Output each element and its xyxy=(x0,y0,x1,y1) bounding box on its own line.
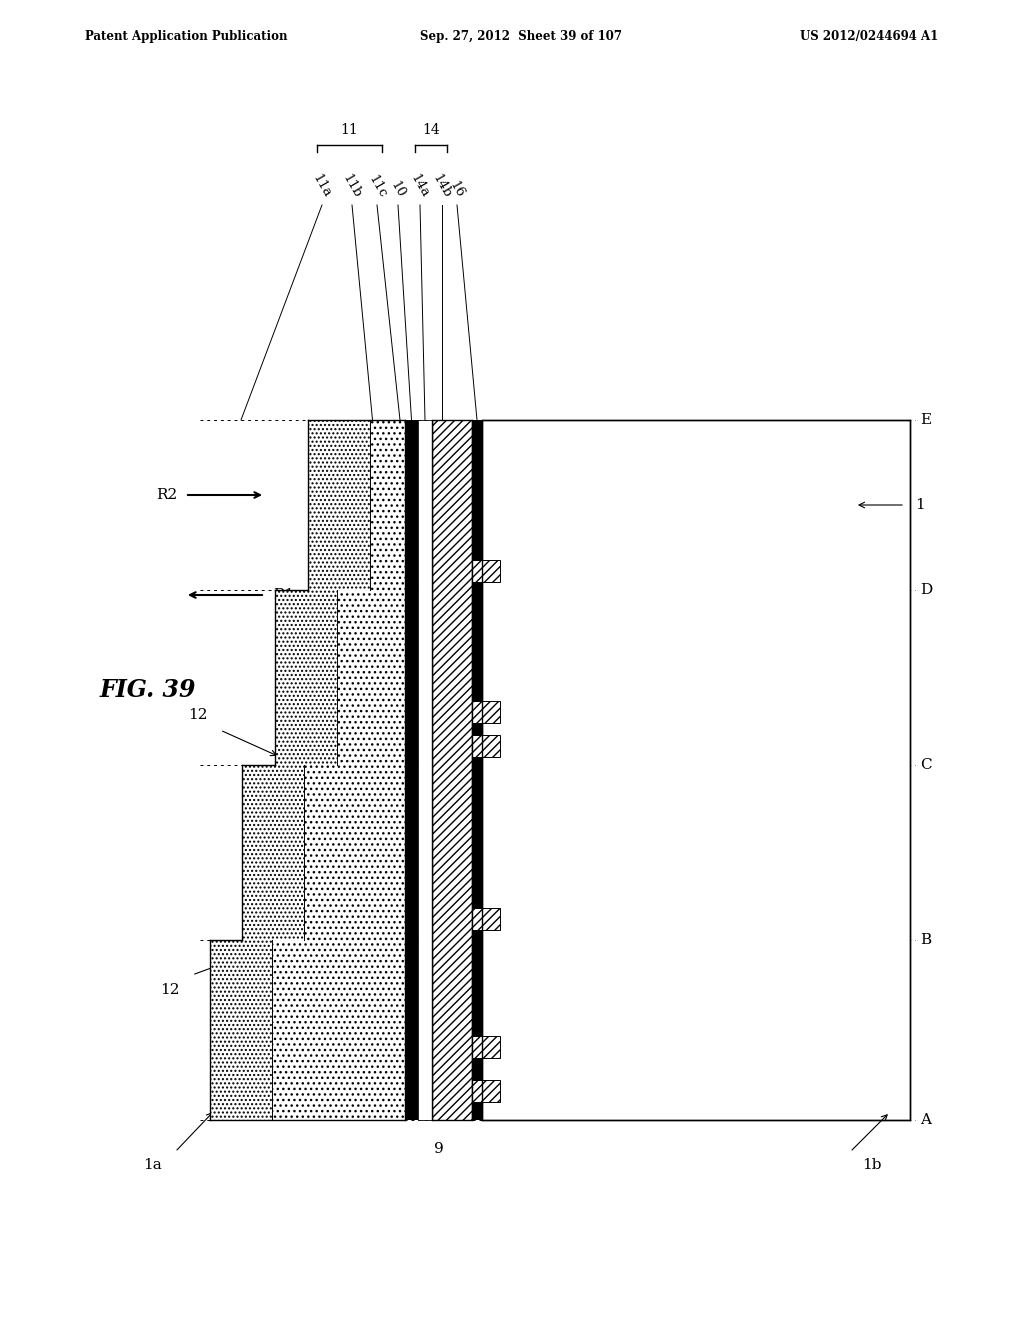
Bar xyxy=(272,940,406,1119)
Bar xyxy=(337,590,406,766)
Text: 11: 11 xyxy=(341,123,358,137)
Text: B: B xyxy=(920,933,931,946)
Text: 11c: 11c xyxy=(366,173,389,201)
Text: 16: 16 xyxy=(447,180,467,201)
Text: 1a: 1a xyxy=(143,1158,162,1172)
Text: A: A xyxy=(920,1113,931,1127)
Text: 12: 12 xyxy=(161,983,180,997)
Text: 1: 1 xyxy=(915,498,925,512)
Text: 10: 10 xyxy=(388,180,408,201)
Text: Sep. 27, 2012  Sheet 39 of 107: Sep. 27, 2012 Sheet 39 of 107 xyxy=(420,30,622,44)
Bar xyxy=(472,701,500,723)
Text: 14a: 14a xyxy=(409,172,432,201)
Bar xyxy=(304,766,406,940)
Bar xyxy=(472,1080,500,1102)
Bar xyxy=(370,420,406,590)
Bar xyxy=(472,908,500,931)
Text: Patent Application Publication: Patent Application Publication xyxy=(85,30,288,44)
Text: 14b: 14b xyxy=(430,172,454,201)
Bar xyxy=(472,735,500,756)
Bar xyxy=(308,420,370,590)
Text: 9: 9 xyxy=(433,1142,443,1156)
Text: R1: R1 xyxy=(273,587,294,602)
Bar xyxy=(418,420,432,1119)
Bar xyxy=(242,766,304,940)
Bar xyxy=(432,420,472,1119)
Bar xyxy=(472,1036,500,1059)
Bar xyxy=(406,420,418,1119)
Text: US 2012/0244694 A1: US 2012/0244694 A1 xyxy=(800,30,938,44)
Text: 11b: 11b xyxy=(340,172,364,201)
Bar xyxy=(472,560,500,582)
Text: 14: 14 xyxy=(422,123,440,137)
Bar xyxy=(275,590,337,766)
Text: R2: R2 xyxy=(156,488,177,502)
Text: D: D xyxy=(920,583,932,597)
Text: 12: 12 xyxy=(188,708,208,722)
Text: 1b: 1b xyxy=(862,1158,882,1172)
Bar xyxy=(482,420,910,1119)
Bar xyxy=(472,420,482,1119)
Text: FIG. 39: FIG. 39 xyxy=(100,678,197,702)
Bar xyxy=(210,940,272,1119)
Text: E: E xyxy=(920,413,931,426)
Text: 11a: 11a xyxy=(310,172,334,201)
Text: C: C xyxy=(920,758,932,772)
